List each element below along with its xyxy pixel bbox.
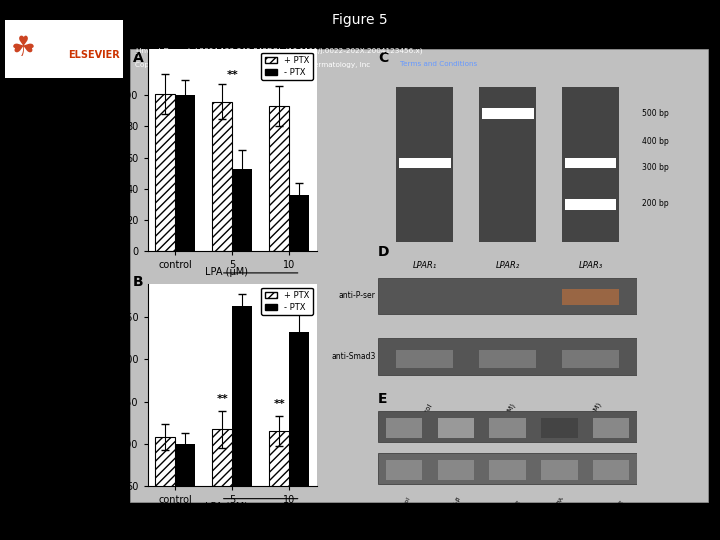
Bar	[541, 460, 577, 480]
Text: 200 bp: 200 bp	[642, 199, 669, 208]
Bar	[479, 87, 536, 241]
Text: **: **	[226, 70, 238, 80]
Text: D: D	[378, 245, 390, 259]
Bar	[386, 418, 422, 438]
Bar	[438, 460, 474, 480]
Bar	[378, 278, 637, 314]
Text: Terms and Conditions: Terms and Conditions	[400, 61, 477, 67]
Text: **: **	[283, 71, 295, 82]
Bar	[378, 411, 637, 442]
Bar	[130, 49, 708, 502]
Bar	[593, 460, 629, 480]
Bar	[156, 94, 175, 251]
Text: A: A	[133, 51, 144, 65]
Bar	[378, 453, 637, 484]
Text: LPAR₁: LPAR₁	[413, 260, 437, 269]
Bar	[490, 460, 526, 480]
Bar	[378, 339, 637, 375]
Bar	[541, 418, 577, 438]
Bar	[289, 195, 309, 251]
Bar	[212, 102, 232, 251]
Text: TGF-β: TGF-β	[449, 496, 462, 515]
Bar	[396, 87, 453, 241]
Text: control: control	[396, 496, 412, 517]
Bar	[479, 350, 536, 368]
Legend: + PTX, - PTX: + PTX, - PTX	[261, 53, 312, 80]
Text: 500 bp: 500 bp	[642, 109, 669, 118]
Bar	[564, 158, 616, 168]
Bar	[593, 418, 629, 438]
Text: **: **	[274, 399, 285, 409]
Y-axis label: Migrated Cells
(% of control): Migrated Cells (% of control)	[99, 352, 119, 417]
Bar	[175, 444, 195, 528]
Text: E: E	[378, 392, 387, 406]
Bar	[564, 199, 616, 210]
Text: **: **	[216, 394, 228, 404]
Bar	[232, 168, 252, 251]
Text: LPA (μM): LPA (μM)	[205, 502, 248, 512]
Text: LPAR₃: LPAR₃	[578, 260, 603, 269]
Bar	[232, 306, 252, 528]
Text: J Invest Dermatol 2004 123:840-849DOI: (10.1111/j.0022-202X.2004123456.x): J Invest Dermatol 2004 123:840-849DOI: (…	[135, 48, 423, 55]
Text: control: control	[416, 402, 433, 426]
Text: C: C	[378, 51, 388, 65]
Bar	[269, 431, 289, 528]
Bar	[156, 437, 175, 528]
Text: Figure 5: Figure 5	[332, 13, 388, 27]
Bar	[562, 350, 619, 368]
Text: LPAR₂: LPAR₂	[495, 260, 520, 269]
Bar	[269, 106, 289, 251]
Bar	[8, 28, 38, 68]
Text: anti-P-ser: anti-P-ser	[338, 291, 375, 300]
Bar	[562, 87, 619, 241]
Text: Copyright © 2004 The Society for Investigative Dermatology, Inc: Copyright © 2004 The Society for Investi…	[135, 61, 372, 68]
Bar	[386, 460, 422, 480]
Text: TGF-β
+SB431542: TGF-β +SB431542	[494, 496, 521, 534]
Text: LPA
+SB431542: LPA +SB431542	[598, 496, 625, 534]
Legend: + PTX, - PTX: + PTX, - PTX	[261, 288, 312, 315]
Text: B: B	[133, 275, 143, 289]
Text: anti-Smad3: anti-Smad3	[331, 352, 375, 361]
Bar	[289, 333, 309, 528]
Text: ELSEVIER: ELSEVIER	[68, 50, 120, 60]
Bar	[438, 418, 474, 438]
Bar	[396, 350, 453, 368]
Bar	[562, 289, 619, 305]
Bar	[399, 158, 451, 168]
Text: LPA (μM): LPA (μM)	[205, 267, 248, 278]
Text: 300 bp: 300 bp	[642, 164, 669, 172]
Bar	[212, 429, 232, 528]
Bar	[175, 96, 195, 251]
Y-axis label: [3H]Thymidine
Incorporation (% of control): [3H]Thymidine Incorporation (% of contro…	[99, 87, 119, 212]
Text: LPA(1 μM)
+ PTX: LPA(1 μM) + PTX	[493, 402, 522, 439]
Bar	[482, 109, 534, 119]
Bar	[5, 20, 123, 78]
Text: LPA (1 μM): LPA (1 μM)	[578, 402, 603, 437]
Text: ☘: ☘	[11, 34, 35, 62]
Bar	[490, 418, 526, 438]
Text: LPA: LPA	[554, 496, 564, 508]
Text: 400 bp: 400 bp	[642, 137, 669, 146]
